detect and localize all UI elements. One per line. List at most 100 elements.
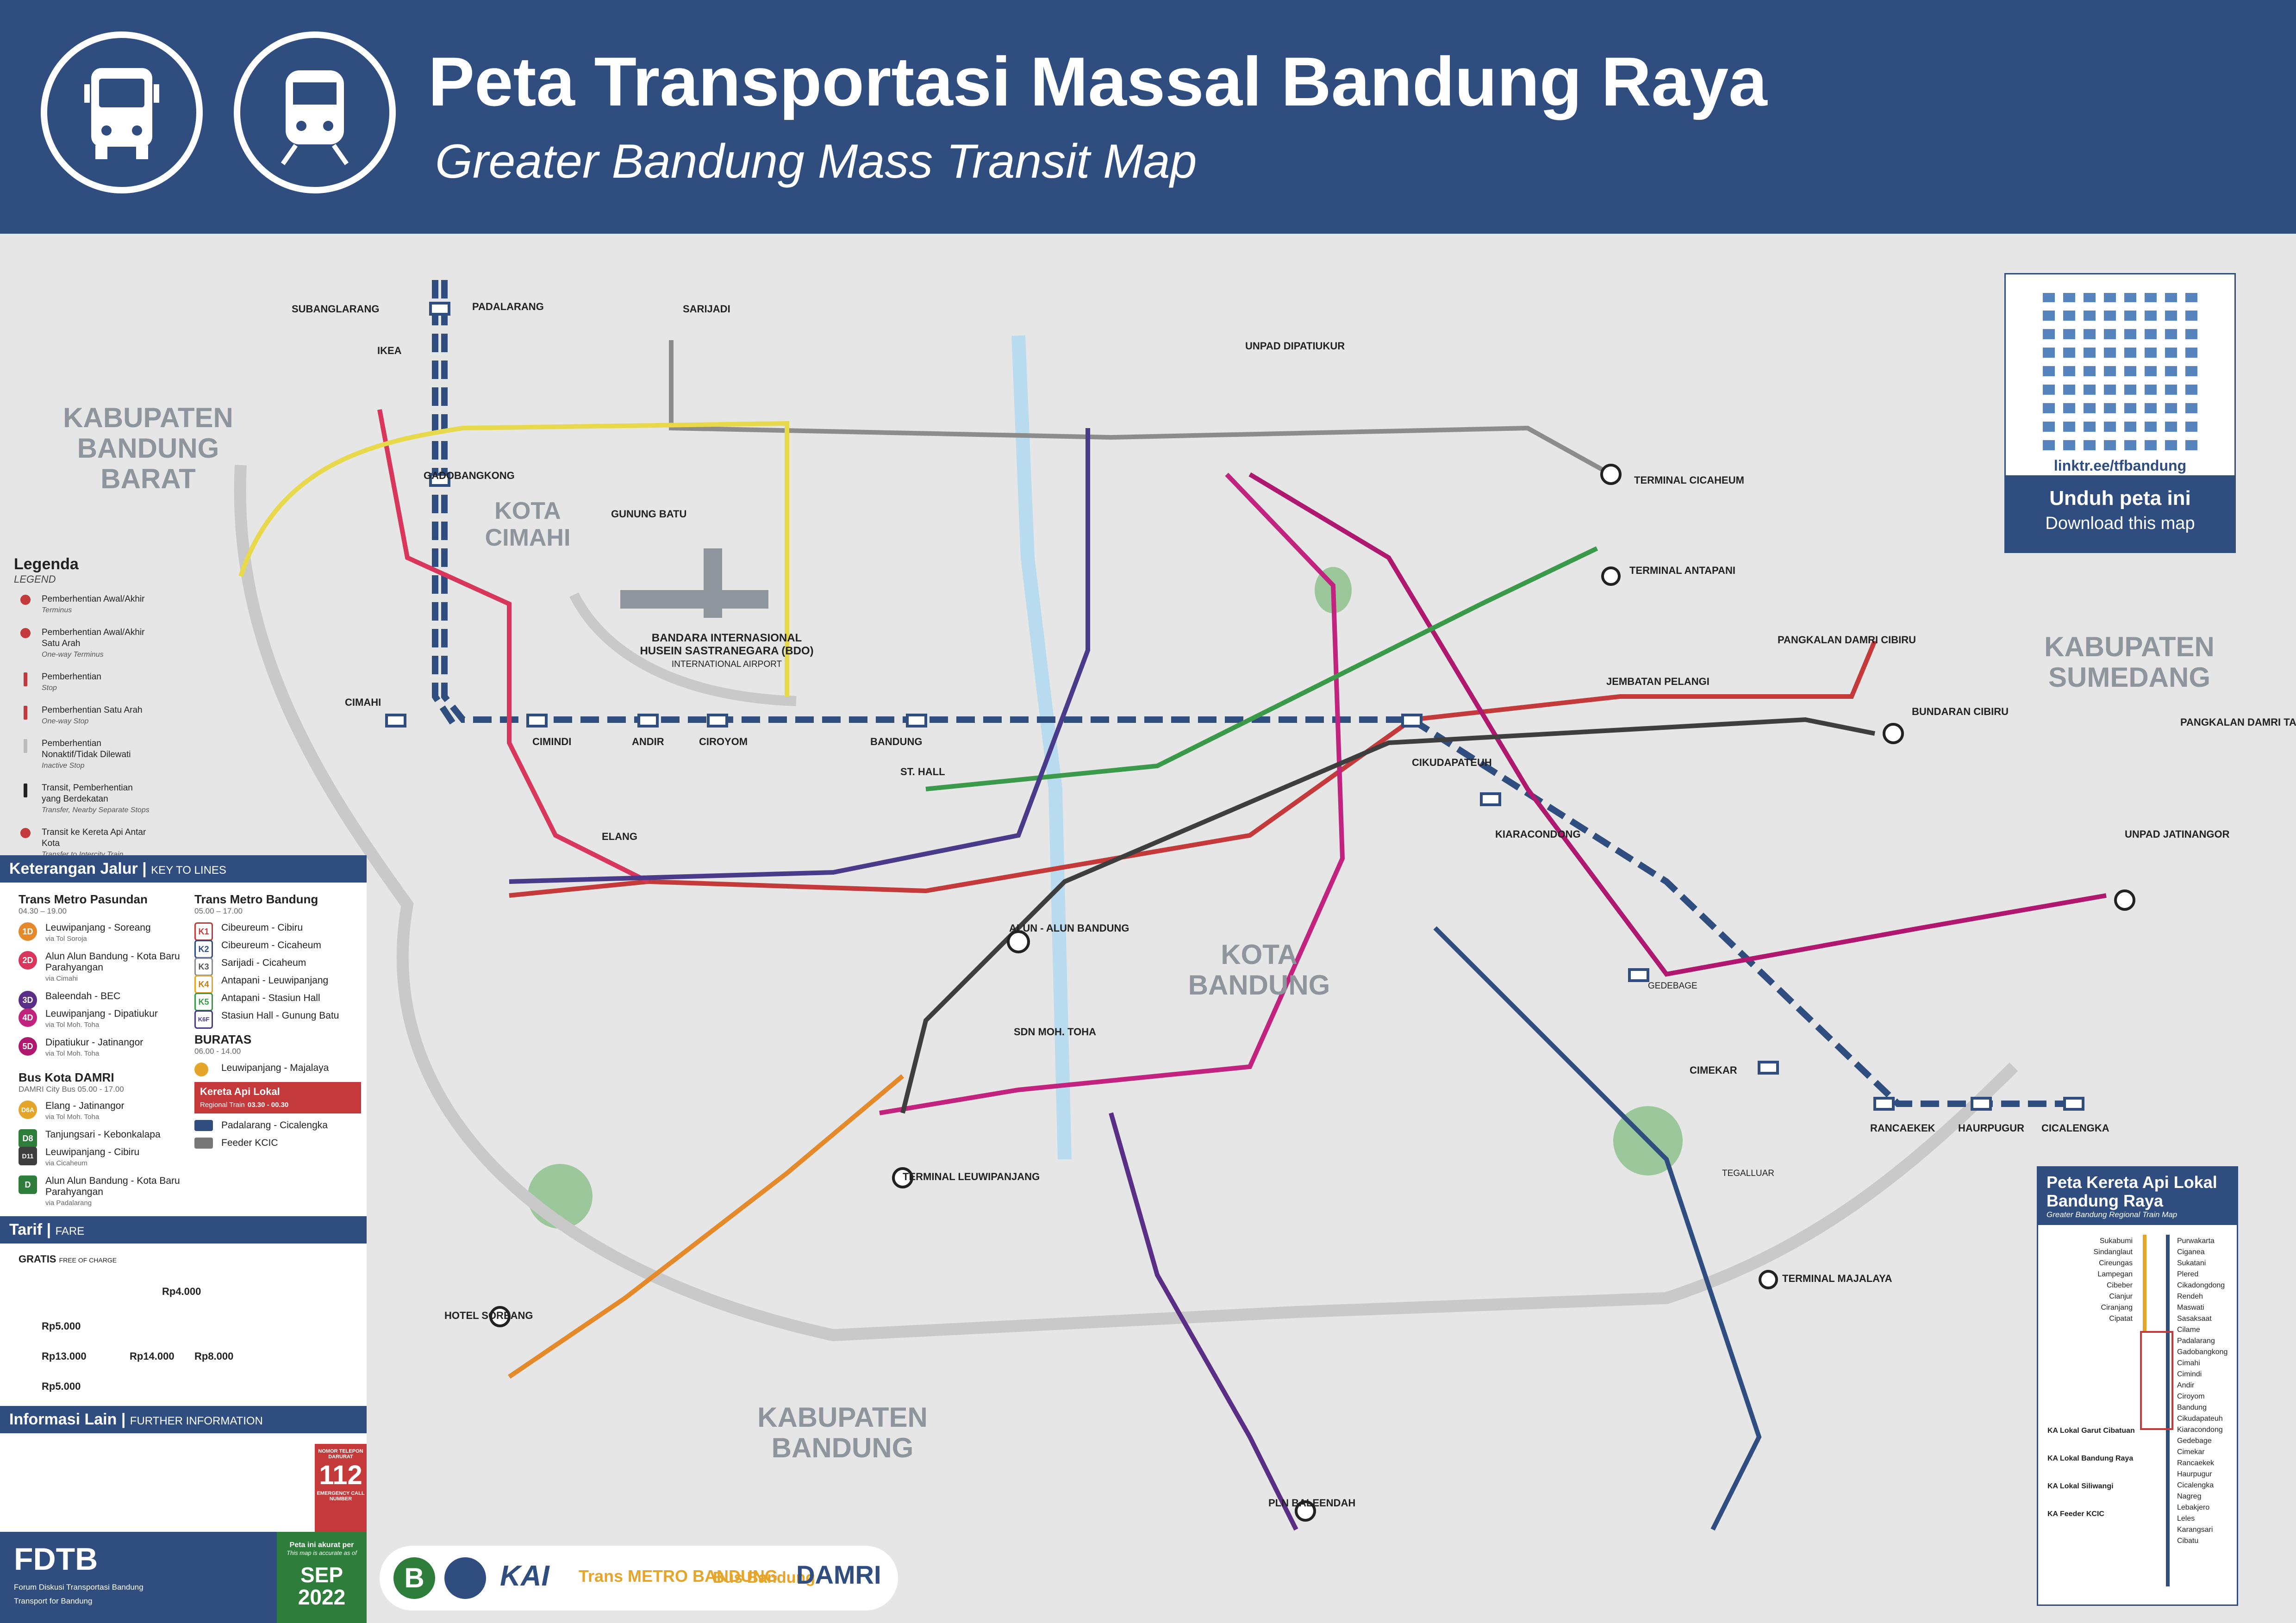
- station-label[interactable]: TERMINAL ANTAPANI: [1629, 565, 1735, 576]
- line-5d: [1248, 472, 2107, 977]
- page-title: Peta Transportasi Massal Bandung Raya: [428, 43, 1767, 120]
- station-label[interactable]: SARIJADI: [683, 303, 730, 315]
- fare-row: Rp8.000: [194, 1350, 234, 1362]
- airport-runway: [620, 590, 768, 609]
- station-label[interactable]: CIMINDI: [532, 736, 572, 747]
- line-1d: [508, 1074, 905, 1379]
- region-bandung: KOTA BANDUNG: [1188, 939, 1330, 1001]
- terminus-leuwipanjang: [892, 1167, 913, 1188]
- station-label[interactable]: ALUN - ALUN BANDUNG: [1009, 922, 1129, 934]
- regional-rail-station: Padalarang: [2177, 1337, 2215, 1345]
- station-label[interactable]: TERMINAL MAJALAYA: [1782, 1273, 1892, 1284]
- terminus-cibiru: [1883, 723, 1904, 744]
- download-label: Unduh peta ini: [2049, 487, 2191, 510]
- station-cimahi: [385, 714, 406, 728]
- route-item[interactable]: K2 Cibeureum - Cicaheum: [194, 940, 361, 958]
- tmb-title: Trans Metro Bandung 05.00 – 17.00: [194, 892, 318, 915]
- station-label[interactable]: HAURPUGUR: [1958, 1122, 2024, 1134]
- route-item[interactable]: 1D Leuwipanjang - Soreang via Tol Soroja: [19, 922, 185, 945]
- airport-taxi: [704, 548, 722, 618]
- station-label[interactable]: KIARACONDONG: [1495, 828, 1581, 840]
- station-label[interactable]: PANGKALAN DAMRI TANJUNGSARI: [2180, 716, 2296, 728]
- station-label[interactable]: UNPAD JATINANGOR: [2125, 828, 2230, 840]
- legend-item: Pemberhentian Satu Arah One-way Stop: [14, 705, 153, 727]
- line-feeder: [1433, 926, 1762, 1531]
- station-label[interactable]: BANDUNG: [870, 736, 923, 747]
- tmb-logo: Trans METRO BANDUNG: [579, 1567, 778, 1586]
- station-label[interactable]: RANCAEKEK: [1870, 1122, 1935, 1134]
- toll-padaleunyi: [234, 465, 2018, 1342]
- station-label[interactable]: TERMINAL CICAHEUM: [1634, 474, 1744, 486]
- route-item[interactable]: K3 Sarijadi - Cicaheum: [194, 958, 361, 976]
- route-item[interactable]: 3D Baleendah - BEC: [19, 991, 185, 1009]
- route-item[interactable]: Leuwipanjang - Majalaya: [194, 1063, 361, 1076]
- station-label[interactable]: SDN MOH. TOHA: [1014, 1026, 1097, 1038]
- stop-icon: [24, 672, 27, 686]
- page-subtitle: Greater Bandung Mass Transit Map: [435, 135, 1197, 188]
- terminus-alun-alun: [1007, 930, 1030, 953]
- station-label[interactable]: CIMAHI: [345, 696, 381, 708]
- download-button[interactable]: Unduh peta ini Download this map: [2004, 477, 2236, 553]
- regional-rail-station: Bandung: [2177, 1404, 2207, 1412]
- station-label[interactable]: ELANG: [602, 831, 637, 842]
- station-ciroyom: [707, 714, 728, 728]
- route-item[interactable]: K4 Antapani - Leuwipanjang: [194, 975, 361, 994]
- station-label[interactable]: TEGALLUAR: [1722, 1169, 1774, 1178]
- station-cikudapateuh: [1401, 714, 1423, 728]
- legend-item: Pemberhentian Awal/Akhir Terminus: [14, 594, 153, 616]
- qr-code-box[interactable]: linktr.ee/tfbandung: [2004, 273, 2236, 477]
- route-item[interactable]: Feeder KCIC: [194, 1138, 361, 1149]
- route-item[interactable]: 4D Leuwipanjang - Dipatiukur via Tol Moh. …: [19, 1008, 185, 1031]
- line-yellow: [238, 421, 789, 696]
- emergency-box: NOMOR TELEPON DARURAT 112 EMERGENCY CALL…: [315, 1444, 367, 1532]
- route-item[interactable]: D6A Elang - Jatinangor via Tol Moh. Toha: [19, 1101, 185, 1123]
- station-label[interactable]: GEDEBAGE: [1648, 981, 1697, 991]
- regional-rail-station: Gadobangkong: [2177, 1348, 2228, 1356]
- station-padalarang: [429, 302, 450, 316]
- route-item[interactable]: K5 Antapani - Stasiun Hall: [194, 993, 361, 1011]
- line-4d: [879, 473, 1345, 1115]
- line-k1: [509, 640, 1877, 898]
- station-rancaekek: [1873, 1097, 1895, 1111]
- transfer-icon: [24, 784, 27, 797]
- airport-label-en: INTERNATIONAL AIRPORT: [671, 659, 782, 669]
- terminus-antapani: [1601, 566, 1621, 586]
- terminus-baleendah: [1295, 1500, 1316, 1522]
- station-label[interactable]: GUNUNG BATU: [611, 508, 687, 520]
- inactive-stop-icon: [24, 739, 27, 753]
- qr-link[interactable]: linktr.ee/tfbandung: [2053, 457, 2187, 474]
- station-label[interactable]: BUNDARAN CIBIRU: [1912, 706, 2009, 717]
- station-label[interactable]: TERMINAL LEUWIPANJANG: [903, 1171, 1040, 1182]
- date-box: Peta ini akurat per This map is accurate…: [277, 1532, 367, 1623]
- route-item[interactable]: 2D Alun Alun Bandung - Kota Baru Parahyan…: [19, 951, 185, 984]
- station-label[interactable]: UNPAD DIPATIUKUR: [1245, 340, 1345, 352]
- station-label[interactable]: ANDIR: [632, 736, 664, 747]
- route-item[interactable]: D Alun Alun Bandung - Kota Baru Parahyang…: [19, 1175, 185, 1209]
- station-label[interactable]: ST. HALL: [900, 766, 945, 777]
- station-label[interactable]: JEMBATAN PELANGI: [1606, 676, 1710, 687]
- route-item[interactable]: K1 Cibeureum - Cibiru: [194, 922, 361, 941]
- station-label[interactable]: CIKUDAPATEUH: [1412, 757, 1492, 768]
- fare-row: Rp4.000: [162, 1286, 201, 1297]
- regional-rail-line-label: KA Lokal Bandung Raya: [2047, 1455, 2134, 1462]
- station-kiaracondong: [1480, 792, 1501, 806]
- station-label[interactable]: CIMEKAR: [1690, 1064, 1737, 1076]
- route-item[interactable]: D8 Tanjungsari - Kebonkalapa: [19, 1129, 185, 1148]
- station-label[interactable]: CICALENGKA: [2041, 1122, 2109, 1134]
- regional-rail-station: Cimahi: [2177, 1359, 2200, 1367]
- station-label[interactable]: SUBANGLARANG: [292, 303, 380, 315]
- station-label[interactable]: GADOBANGKONG: [424, 470, 515, 481]
- route-item[interactable]: 5D Dipatiukur - Jatinangor via Tol Moh. To…: [19, 1037, 185, 1059]
- buratas-title: BURATAS 06.00 - 14.00: [194, 1032, 252, 1056]
- legend-item: Transit, Pemberhentian yang Berdekatan Tr…: [14, 783, 153, 816]
- station-label[interactable]: IKEA: [377, 345, 402, 356]
- intercity-train-icon: [20, 828, 31, 838]
- route-item[interactable]: Padalarang - Cicalengka: [194, 1120, 361, 1131]
- station-label[interactable]: PANGKALAN DAMRI CIBIRU: [1778, 634, 1916, 646]
- station-label[interactable]: HOTEL SOREANG: [444, 1310, 533, 1321]
- route-item[interactable]: D11 Leuwipanjang - Cibiru via Cicaheum: [19, 1147, 185, 1169]
- station-label[interactable]: CIROYOM: [699, 736, 748, 747]
- station-label[interactable]: PADALARANG: [472, 301, 544, 312]
- route-item[interactable]: K6F Stasiun Hall - Gunung Batu: [194, 1010, 361, 1029]
- station-label[interactable]: PLN BALEENDAH: [1268, 1497, 1356, 1509]
